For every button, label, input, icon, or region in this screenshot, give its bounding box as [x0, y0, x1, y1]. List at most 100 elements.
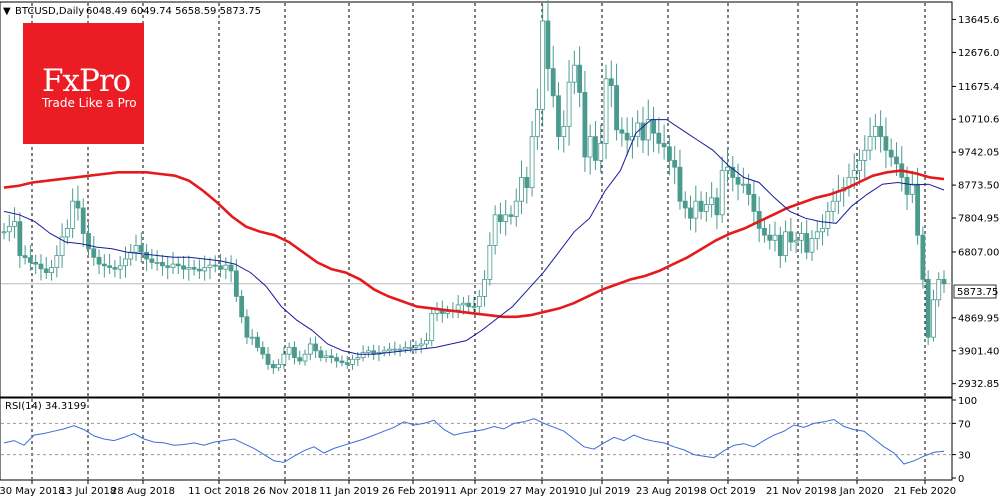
candle-body: [820, 227, 825, 233]
y-tick-label: 11675.40: [958, 82, 1000, 93]
x-tick-label: 30 May 2018: [0, 486, 65, 497]
candle-body: [608, 78, 614, 87]
x-tick-label: 26 Nov 2018: [253, 486, 317, 497]
rsi-line: [3, 418, 945, 465]
candle-body: [307, 343, 313, 355]
rsi-tick-label: 100: [958, 396, 977, 407]
candle-body: [878, 126, 884, 138]
candle-body: [799, 233, 804, 241]
candle-body: [218, 265, 223, 270]
candle-body: [33, 261, 39, 265]
candle-body: [191, 267, 197, 270]
candle-body: [883, 136, 889, 151]
candle-body: [767, 234, 773, 241]
candle-body: [487, 244, 493, 280]
main-plot-frame: [0, 1, 953, 398]
candle-body: [672, 159, 678, 168]
candle-body: [529, 136, 535, 189]
candle-body: [413, 345, 419, 348]
candle-body: [445, 311, 450, 314]
candle-body: [233, 270, 239, 297]
candle-body: [677, 166, 683, 202]
logo-tagline: Trade Like a Pro: [42, 96, 137, 110]
candle-body: [703, 204, 709, 212]
candle-body: [783, 231, 788, 257]
candle-body: [181, 265, 186, 270]
candle-body: [170, 263, 176, 268]
candle-body: [545, 20, 551, 69]
candle-body: [402, 346, 408, 350]
candle-body: [582, 92, 588, 158]
candle-body: [429, 312, 435, 341]
candle-body: [43, 268, 49, 273]
candle-body: [418, 343, 424, 347]
candle-body: [96, 256, 102, 265]
candle-body: [624, 132, 630, 141]
candle-body: [154, 261, 160, 264]
rsi-axis: 100 70 30 0: [952, 396, 977, 485]
rsi-tick-label: 70: [958, 419, 971, 430]
candle-body: [603, 78, 609, 144]
candle-body: [323, 355, 329, 358]
rsi-plot-frame: [0, 397, 953, 481]
y-tick-label: 8773.50: [958, 181, 999, 192]
candle-body: [59, 236, 65, 256]
candle-body: [571, 64, 577, 83]
y-tick-label: 2932.85: [958, 379, 999, 390]
candle-body: [387, 348, 392, 352]
candle-body: [397, 348, 403, 351]
candle-body: [281, 353, 287, 365]
candle-body: [408, 346, 414, 349]
candle-body: [936, 278, 942, 301]
candle-body: [133, 244, 139, 253]
candle-body: [640, 122, 646, 141]
candle-body: [360, 352, 366, 358]
candle-body: [365, 350, 371, 353]
candle-body: [318, 350, 324, 358]
candle-body: [740, 183, 746, 186]
candle-body: [566, 81, 572, 127]
candle-body: [909, 183, 915, 195]
candle-body: [751, 193, 757, 212]
candle-body: [144, 251, 149, 260]
candle-body: [297, 357, 303, 362]
y-tick-label: 6807.00: [958, 247, 999, 258]
candle-body: [12, 221, 17, 227]
candle-body: [867, 136, 873, 151]
x-tick-label: 21 Nov 2019: [766, 486, 830, 497]
symbol-label: BTCUSD,Daily: [15, 6, 84, 17]
candle-body: [196, 268, 202, 272]
candle-body: [941, 278, 947, 285]
rsi-levels: [1, 422, 952, 456]
x-tick-label: 26 Feb 2019: [382, 486, 444, 497]
candle-body: [888, 149, 894, 158]
candle-body: [661, 142, 667, 148]
candle-body: [857, 159, 862, 171]
candle-body: [22, 255, 28, 259]
candle-body: [149, 258, 155, 263]
x-tick-label: 11 Jan 2019: [319, 486, 379, 497]
x-tick-label: 8 Oct 2019: [700, 486, 755, 497]
x-tick-label: 21 Feb 2020: [894, 486, 956, 497]
candle-body: [772, 234, 778, 241]
candle-body: [693, 200, 699, 219]
candle-body: [682, 200, 688, 209]
candle-body: [455, 304, 461, 311]
candle-body: [492, 214, 498, 246]
candle-body: [17, 221, 23, 257]
candle-body: [286, 346, 292, 355]
candle-body: [276, 363, 282, 369]
header-arrow-icon[interactable]: ▼: [3, 6, 11, 17]
candle-body: [212, 264, 218, 267]
candle-body: [313, 343, 318, 352]
candle-body: [809, 238, 815, 253]
candle-body: [730, 166, 736, 178]
candle-body: [725, 166, 730, 171]
candle-body: [6, 225, 12, 233]
candle-body: [735, 176, 741, 185]
candle-body: [666, 146, 672, 161]
candle-body: [561, 126, 567, 138]
ma-fast-line: [3, 119, 945, 355]
